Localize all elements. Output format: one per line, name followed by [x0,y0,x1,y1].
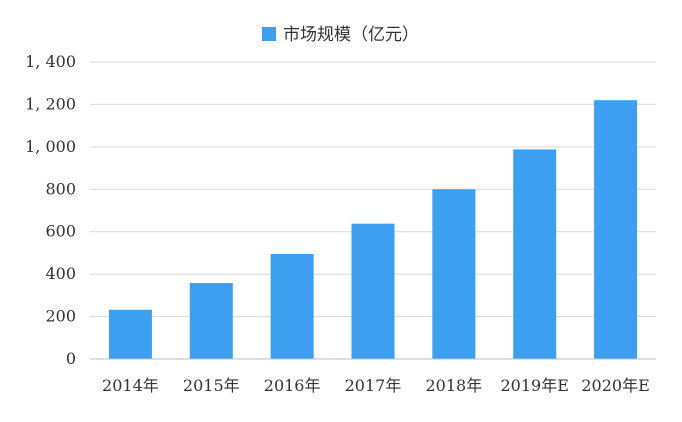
x-tick-label: 2018年 [425,376,482,395]
x-axis-tick-labels: 2014年 2015年 2016年 2017年 2018年 2019年E 2020年E [102,376,650,395]
x-tick-label: 2016年 [264,376,321,395]
bar [513,149,557,359]
y-tick-label: 200 [45,307,76,326]
bar [270,253,314,359]
y-tick-label: 600 [45,222,76,241]
y-tick-label: 400 [45,264,76,283]
bar [432,189,476,359]
x-tick-label: 2020年E [581,376,649,395]
y-tick-label: 1, 000 [25,137,76,156]
y-tick-label: 0 [66,349,76,368]
legend-label: 市场规模（亿元） [283,25,419,45]
bar [108,309,152,359]
y-tick-label: 1, 200 [25,94,76,113]
legend-swatch [262,27,276,41]
x-tick-label: 2019年E [501,376,569,395]
bars [108,100,638,359]
x-tick-label: 2015年 [183,376,240,395]
bar [351,223,395,359]
legend: 市场规模（亿元） [262,25,419,45]
y-tick-label: 1, 400 [25,52,76,71]
y-axis-tick-labels: 0 200 400 600 800 1, 000 1, 200 1, 400 [25,52,76,368]
bar [594,100,638,359]
y-tick-label: 800 [45,179,76,198]
x-tick-label: 2014年 [102,376,159,395]
bar [189,283,233,359]
x-tick-label: 2017年 [345,376,402,395]
